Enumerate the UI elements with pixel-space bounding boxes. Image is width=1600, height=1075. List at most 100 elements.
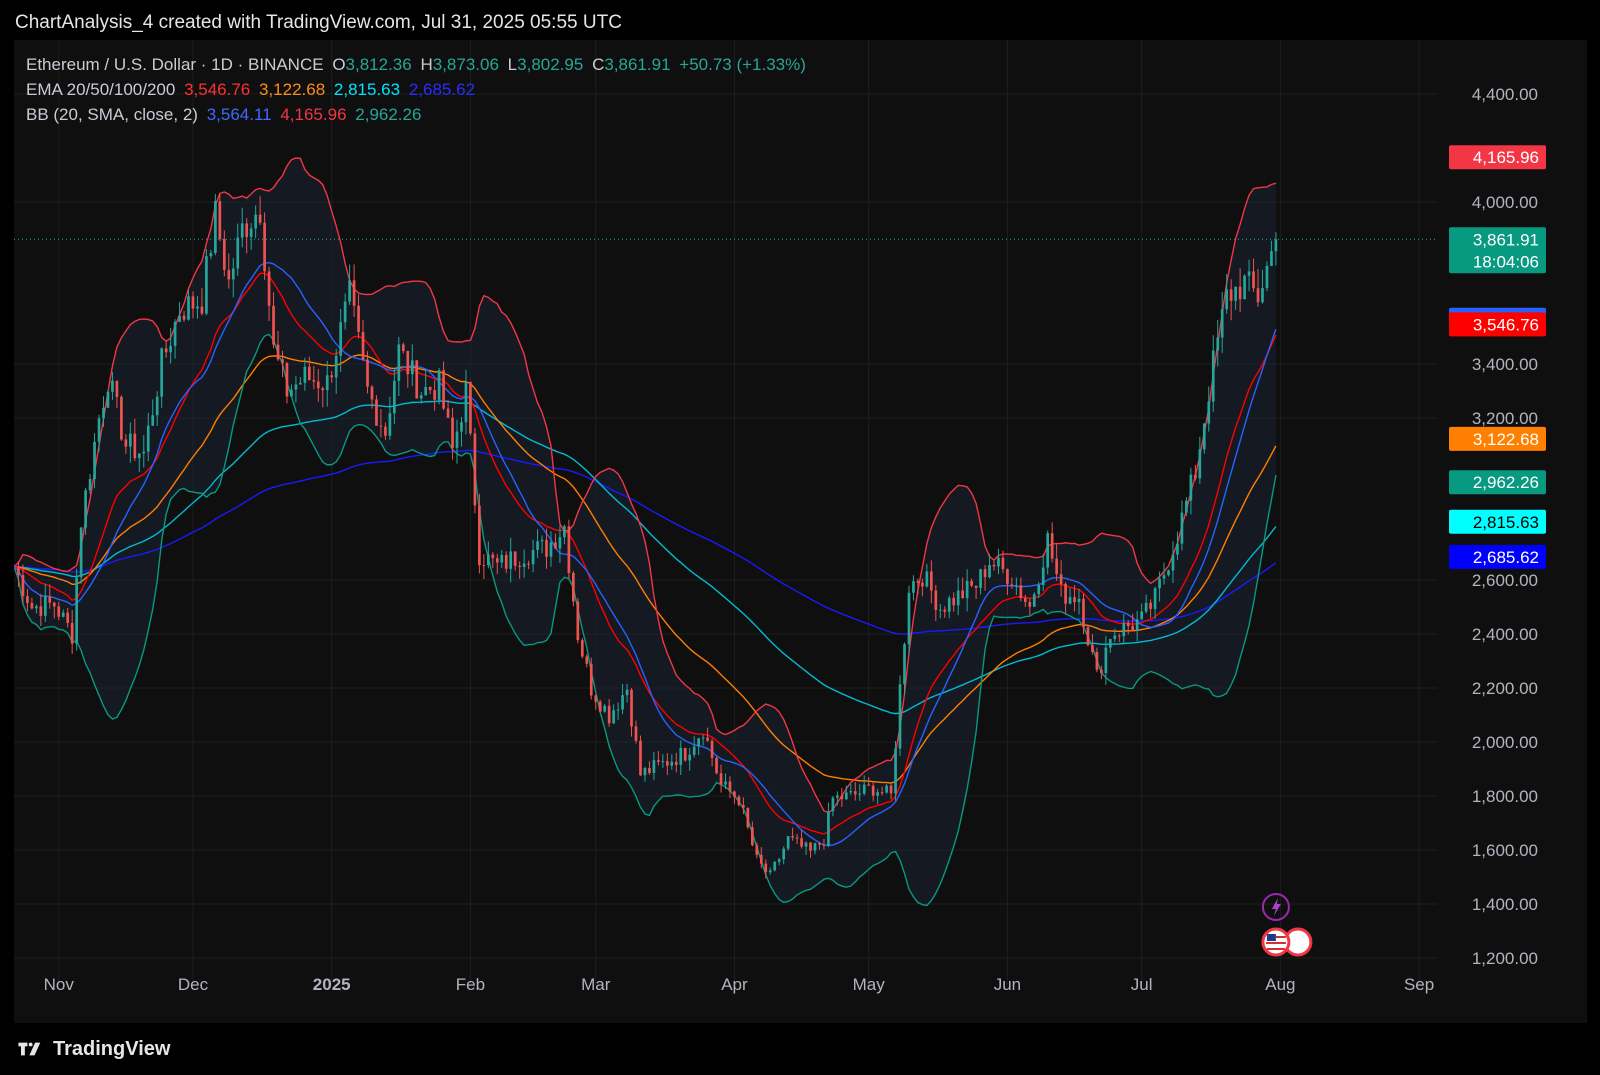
- candle-body: [137, 453, 141, 459]
- candle-body: [804, 842, 808, 847]
- legend-symbol[interactable]: Ethereum / U.S. Dollar · 1D · BINANCE: [26, 55, 324, 74]
- candle-body: [701, 737, 705, 739]
- candle-body: [661, 761, 665, 763]
- candle-body: [1140, 611, 1144, 620]
- candle-body: [827, 811, 830, 846]
- price-chart[interactable]: 1,200.00 1,400.00 1,600.00 1,800.00 2,000.00…: [14, 40, 1587, 1023]
- x-tick-label: Jun: [994, 975, 1021, 994]
- candle-body: [84, 490, 87, 528]
- candle-body: [603, 705, 607, 712]
- legend-bb-label[interactable]: BB (20, SMA, close, 2): [26, 105, 198, 124]
- legend-ema-row: EMA 20/50/100/200 3,546.76 3,122.68 2,81…: [26, 77, 810, 102]
- candle-body: [124, 439, 128, 447]
- candle-body: [307, 366, 311, 381]
- y-tick-label: 2,600.00: [1472, 571, 1538, 590]
- x-tick-label: Feb: [456, 975, 485, 994]
- candle-body: [343, 301, 347, 323]
- price-tag: [1449, 426, 1546, 451]
- candle-body: [209, 252, 213, 257]
- candle-body: [777, 859, 781, 862]
- candle-body: [370, 386, 374, 400]
- candle-body: [43, 596, 47, 616]
- candle-body: [97, 418, 101, 442]
- candle-body: [921, 582, 924, 587]
- candle-body: [281, 359, 284, 364]
- candle-body: [379, 425, 383, 427]
- legend-open-label: O: [332, 55, 346, 74]
- candle-body: [455, 431, 459, 448]
- candle-body: [657, 760, 660, 762]
- candle-body: [173, 321, 177, 346]
- candle-body: [1059, 574, 1063, 584]
- candle-body: [1194, 474, 1197, 479]
- candle-body: [956, 590, 960, 606]
- legend-ema50-value: 3,122.68: [259, 80, 326, 99]
- candle-body: [567, 526, 571, 573]
- candle-body: [495, 558, 499, 563]
- candle-body: [612, 710, 615, 724]
- tradingview-brand: TradingView: [53, 1037, 171, 1060]
- candle-body: [572, 572, 575, 602]
- candle-body: [406, 350, 410, 375]
- candle-body: [545, 539, 548, 557]
- legend-ohlc-row: Ethereum / U.S. Dollar · 1D · BINANCE O 3…: [26, 52, 810, 77]
- candle-body: [746, 807, 750, 828]
- x-tick-label: Nov: [44, 975, 75, 994]
- legend-high-value: 3,873.06: [432, 55, 499, 74]
- candle-body: [388, 413, 392, 436]
- candle-body: [348, 280, 351, 302]
- tradingview-logo-icon: [18, 1042, 41, 1056]
- candle-body: [491, 554, 495, 559]
- candle-body: [965, 580, 969, 599]
- candle-body: [607, 705, 611, 724]
- candle-body: [1041, 567, 1045, 585]
- candle-body: [1274, 239, 1278, 252]
- x-tick-label: Sep: [1404, 975, 1434, 994]
- legend-ema20-value: 3,546.76: [184, 80, 251, 99]
- candle-body: [1135, 619, 1139, 631]
- us-flag-canton: [1266, 934, 1276, 941]
- candle-body: [258, 214, 262, 223]
- price-tag: [1449, 470, 1546, 495]
- candle-body: [504, 554, 508, 569]
- candle-body: [1077, 598, 1081, 603]
- candle-body: [961, 590, 965, 599]
- candle-body: [446, 408, 450, 418]
- candle-body: [451, 417, 454, 448]
- candle-body: [1189, 474, 1193, 501]
- legend-ema-label[interactable]: EMA 20/50/100/200: [26, 80, 176, 99]
- candle-body: [500, 554, 504, 563]
- candle-body: [522, 563, 526, 568]
- candle-body: [813, 843, 817, 851]
- candle-body: [1028, 601, 1032, 607]
- candle-body: [992, 565, 996, 567]
- candle-body: [1229, 289, 1233, 301]
- candle-body: [1015, 585, 1018, 587]
- candle-body: [979, 569, 982, 588]
- x-tick-label: Dec: [178, 975, 209, 994]
- price-tag-countdown: 18:04:06: [1473, 252, 1539, 271]
- candle-body: [643, 767, 647, 776]
- candle-body: [393, 380, 396, 414]
- candle-body: [1225, 289, 1229, 310]
- chart-frame[interactable]: 1,200.00 1,400.00 1,600.00 1,800.00 2,000.00…: [14, 40, 1587, 1023]
- candle-body: [52, 602, 56, 607]
- chart-legend: Ethereum / U.S. Dollar · 1D · BINANCE O3…: [26, 52, 810, 127]
- candle-body: [464, 381, 468, 423]
- candle-body: [930, 571, 933, 591]
- price-tag-label: 3,122.68: [1473, 430, 1539, 449]
- candle-body: [240, 223, 244, 238]
- candle-body: [272, 305, 275, 345]
- candle-body: [683, 747, 687, 761]
- candle-body: [334, 355, 338, 378]
- candle-body: [509, 551, 513, 569]
- candle-body: [267, 271, 271, 306]
- candle-body: [742, 805, 745, 808]
- candle-body: [925, 571, 929, 587]
- y-tick-label: 1,800.00: [1472, 787, 1538, 806]
- candle-body: [290, 389, 293, 397]
- candle-body: [943, 609, 947, 612]
- candle-body: [469, 381, 472, 434]
- candle-body: [460, 422, 463, 432]
- candle-body: [276, 344, 280, 360]
